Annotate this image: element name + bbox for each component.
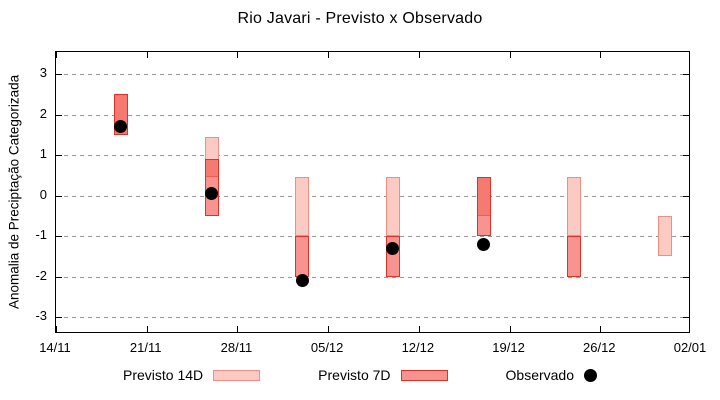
gridline: [56, 74, 689, 76]
x-tick-mark: [689, 52, 690, 58]
x-tick-mark: [600, 52, 602, 58]
legend: Previsto 14D Previsto 7D Observado: [0, 367, 720, 383]
previsto-14d-bar: [295, 177, 310, 237]
x-tick-mark: [509, 52, 511, 58]
x-tick-label: 12/12: [401, 340, 435, 355]
previsto-14d-bar: [385, 177, 400, 237]
gridline: [56, 236, 689, 238]
y-tick-mark: [56, 236, 62, 238]
legend-swatch-previsto_7d: [400, 369, 448, 381]
legend-label-previsto_14d: Previsto 14D: [123, 367, 204, 383]
legend-observado-dot-icon: [584, 368, 597, 382]
gridline: [56, 276, 689, 278]
x-tick-mark: [328, 326, 330, 332]
previsto-7d-bar: [567, 236, 582, 277]
x-tick-label: 28/11: [220, 340, 253, 355]
y-tick-mark: [56, 155, 62, 157]
x-tick-label: 02/01: [673, 340, 707, 355]
previsto-14d-bar: [567, 177, 582, 237]
y-tick-label: 0: [39, 186, 47, 202]
y-tick-label: -1: [35, 227, 47, 243]
x-tick-label: 21/11: [129, 340, 162, 355]
x-tick-mark: [146, 52, 148, 58]
y-tick-label: -2: [35, 267, 47, 283]
x-tick-mark: [146, 326, 148, 332]
y-tick-mark: [683, 114, 689, 116]
observado-dot: [295, 274, 309, 288]
x-tick-mark: [56, 52, 57, 58]
legend-swatch-previsto_14d: [213, 369, 261, 381]
legend-label-observado: Observado: [505, 367, 574, 383]
y-tick-mark: [683, 317, 689, 319]
y-tick-mark: [56, 317, 62, 319]
y-tick-mark: [683, 74, 689, 76]
observado-dot: [205, 187, 218, 201]
gridline: [56, 317, 689, 319]
y-tick-mark: [683, 195, 689, 197]
y-tick-mark: [56, 276, 62, 278]
y-tick-label: -3: [35, 308, 47, 324]
legend-item-previsto_7d: Previsto 7D: [318, 367, 448, 383]
x-tick-label: 14/11: [39, 340, 71, 355]
x-tick-mark: [509, 326, 511, 332]
previsto-14d-bar: [658, 215, 673, 257]
x-tick-label: 26/12: [583, 340, 616, 355]
y-tick-mark: [56, 74, 62, 76]
observado-dot: [386, 241, 400, 255]
legend-item-previsto_14d: Previsto 14D: [123, 367, 261, 383]
x-tick-label: 05/12: [310, 340, 344, 355]
x-tick-label: 19/12: [492, 340, 525, 355]
x-tick-mark: [237, 52, 239, 58]
previsto-7d-bar: [295, 236, 310, 277]
y-tick-label: 1: [39, 146, 47, 162]
x-tick-mark: [418, 52, 420, 58]
y-tick-mark: [683, 236, 689, 238]
y-tick-mark: [683, 276, 689, 278]
legend-item-observado: Observado: [506, 367, 597, 383]
plot-area: [55, 51, 690, 333]
y-tick-label: 2: [39, 105, 47, 121]
x-tick-mark: [689, 326, 690, 332]
y-tick-mark: [56, 114, 62, 116]
gridline: [56, 114, 689, 116]
x-tick-mark: [56, 326, 57, 332]
x-tick-mark: [600, 326, 602, 332]
x-tick-mark: [418, 326, 420, 332]
gridline: [56, 195, 689, 197]
x-tick-mark: [237, 326, 239, 332]
y-tick-mark: [56, 195, 62, 197]
gridline: [56, 155, 689, 157]
previsto-7d-bar: [476, 177, 491, 237]
observado-dot: [114, 120, 128, 134]
y-tick-mark: [683, 155, 689, 157]
y-tick-label: 3: [39, 65, 47, 81]
chart-title: Rio Javari - Previsto x Observado: [237, 10, 483, 27]
x-tick-mark: [328, 52, 330, 58]
legend-label-previsto_7d: Previsto 7D: [318, 367, 391, 383]
observado-dot: [477, 237, 491, 251]
